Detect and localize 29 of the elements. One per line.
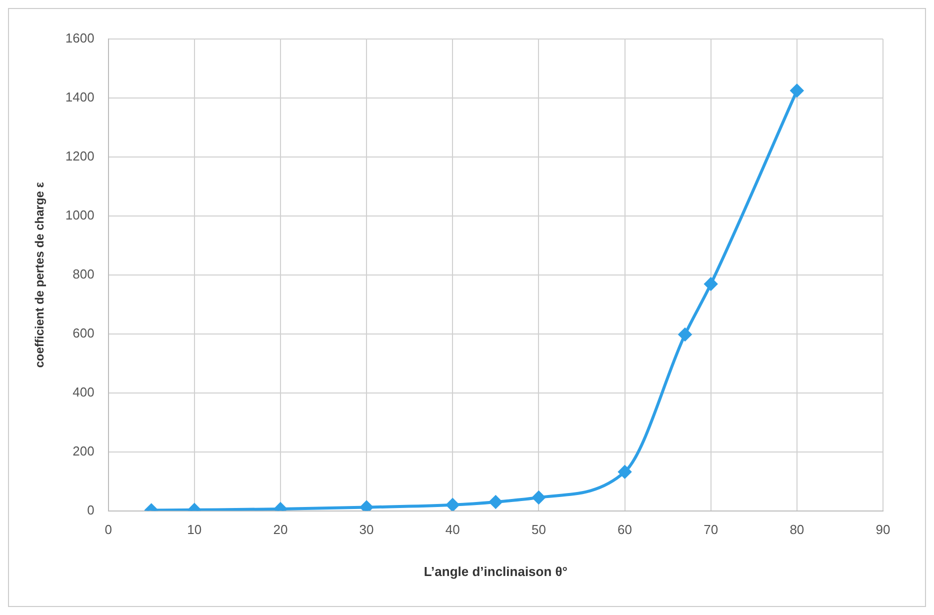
- point: [360, 500, 374, 511]
- x-tick-label: 10: [187, 522, 202, 538]
- y-tick-label: 1200: [65, 148, 94, 164]
- x-tick-label: 30: [359, 522, 374, 538]
- x-tick-label: 80: [790, 522, 804, 538]
- x-tick-label: 50: [531, 522, 546, 538]
- y-tick-label: 1600: [65, 30, 94, 46]
- y-tick-label: 200: [72, 443, 94, 458]
- x-tick-label: 0: [104, 522, 112, 538]
- x-axis-title: L’angle d’inclinaison θ°: [424, 564, 568, 579]
- x-tick-label: 90: [876, 522, 890, 538]
- y-tick-label: 800: [72, 266, 94, 282]
- x-tick-label: 40: [445, 522, 460, 538]
- point: [704, 278, 718, 291]
- point: [678, 328, 692, 341]
- x-tick-label: 20: [273, 522, 288, 538]
- x-tick-label: 60: [618, 522, 632, 538]
- point: [489, 495, 502, 508]
- point: [790, 84, 804, 98]
- y-axis-title: coefficient de pertes de charge ε: [32, 182, 47, 368]
- point: [618, 465, 632, 478]
- y-tick-label: 400: [72, 384, 94, 400]
- point: [446, 498, 460, 511]
- y-tick-label: 1400: [65, 90, 94, 105]
- y-tick-label: 0: [87, 502, 94, 518]
- y-tick-label: 600: [72, 325, 94, 340]
- x-tick-label: 70: [704, 522, 718, 538]
- y-tick-label: 1000: [65, 208, 94, 223]
- point: [532, 491, 546, 504]
